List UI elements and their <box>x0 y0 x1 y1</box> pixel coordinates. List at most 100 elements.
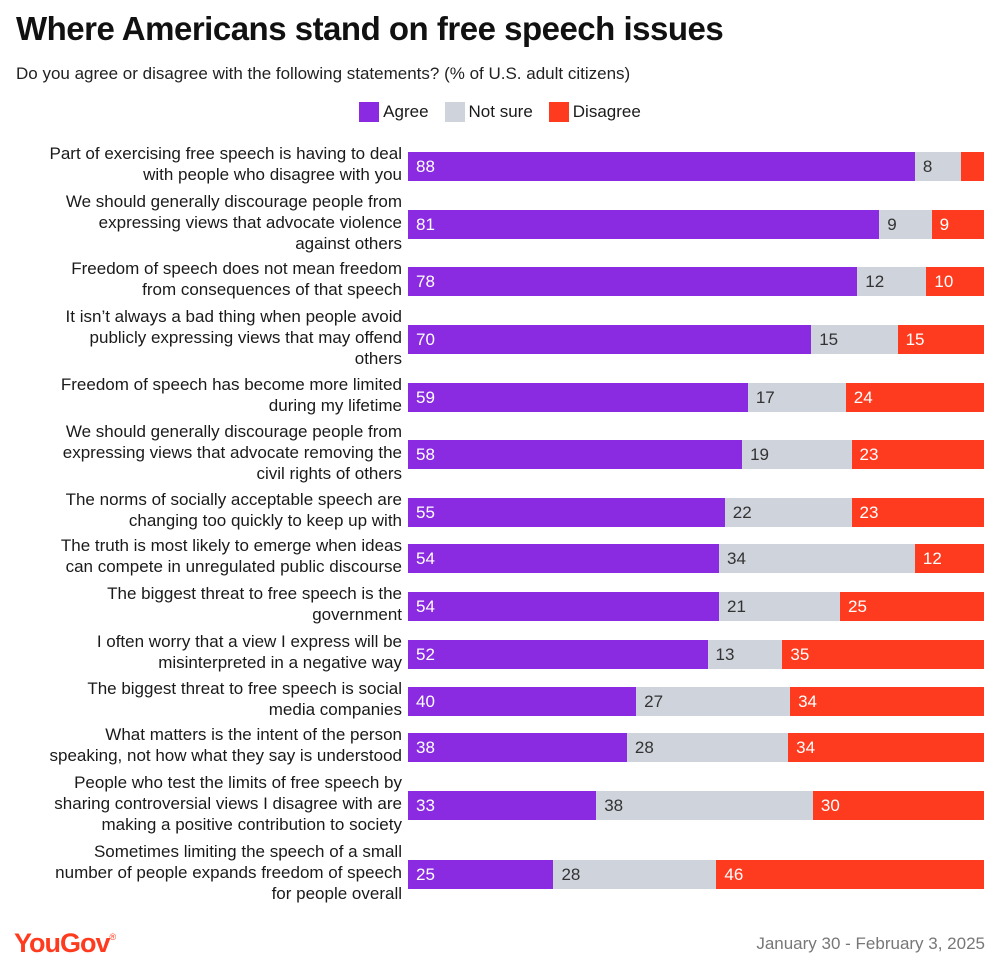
bar-row: 88 8 <box>408 151 984 181</box>
bar-row: 33 38 30 <box>408 790 984 820</box>
category-label: People who test the limits of free speec… <box>10 772 402 835</box>
value-label-disagree: 10 <box>934 271 954 291</box>
chart-title: Where Americans stand on free speech iss… <box>16 10 724 47</box>
legend-label-not-sure: Not sure <box>468 102 533 121</box>
category-label: Sometimes limiting the speech of a small… <box>10 841 402 904</box>
bar-segment-not-sure: 19 <box>742 439 852 469</box>
bar-segment-not-sure: 22 <box>724 497 852 527</box>
bar-segment-agree: 78 <box>408 266 858 296</box>
value-label-disagree: 25 <box>847 596 867 616</box>
bar-row: 58 19 23 <box>408 439 984 469</box>
value-label-not-sure: 38 <box>604 795 624 815</box>
category-label: It isn’t always a bad thing when people … <box>10 306 402 369</box>
value-label-not-sure: 34 <box>727 548 746 568</box>
bar-segment-not-sure: 8 <box>914 151 961 181</box>
bar-row: 52 13 35 <box>408 639 984 669</box>
bar-segment-not-sure: 34 <box>719 543 915 573</box>
value-label-disagree: 23 <box>859 444 879 464</box>
bar-segment-agree: 54 <box>408 591 720 621</box>
category-label: What matters is the intent of the person… <box>10 724 403 766</box>
bar-segment-not-sure: 28 <box>553 859 717 889</box>
value-label-not-sure: 28 <box>561 864 581 884</box>
bar-segment-disagree: 10 <box>926 266 984 296</box>
category-label: The biggest threat to free speech is the… <box>10 583 402 625</box>
category-label-line: The truth is most likely to emerge when … <box>60 536 402 555</box>
bar-segment-not-sure: 38 <box>596 790 813 820</box>
value-label-disagree: 12 <box>922 548 942 568</box>
category-label-line: others <box>354 348 402 368</box>
bar-segment-not-sure: 13 <box>707 639 783 669</box>
value-label-agree: 40 <box>416 691 435 711</box>
value-label-agree: 25 <box>416 864 435 884</box>
value-label-not-sure: 13 <box>715 644 735 664</box>
legend: Agree Not sure Disagree <box>0 102 1000 122</box>
category-label-line: civil rights of others <box>256 463 403 483</box>
legend-label-agree: Agree <box>383 102 429 121</box>
value-label-disagree: 35 <box>790 644 810 664</box>
bar-segment-disagree <box>960 151 984 181</box>
bar-segment-not-sure: 12 <box>857 266 927 296</box>
value-label-not-sure: 21 <box>727 596 746 616</box>
category-label-line: changing too quickly to keep up with <box>128 511 402 530</box>
category-label-line: sharing controversial views I disagree w… <box>54 793 402 813</box>
value-label-not-sure: 28 <box>634 737 654 757</box>
bar-segment-agree: 40 <box>408 686 637 716</box>
value-label-not-sure: 27 <box>644 691 664 711</box>
bar-segment-disagree: 34 <box>788 732 984 762</box>
legend-item-disagree: Disagree <box>548 102 641 122</box>
category-label: We should generally discourage people fr… <box>10 191 402 254</box>
bar-segment-agree: 25 <box>408 859 554 889</box>
category-label-line: number of people expands freedom of spee… <box>55 862 402 882</box>
value-label-not-sure: 9 <box>887 214 897 234</box>
category-label-line: misinterpreted in a negative way <box>158 653 402 672</box>
bar-segment-disagree: 34 <box>790 686 984 716</box>
bar-segment-disagree: 24 <box>845 382 984 412</box>
category-label: I often worry that a view I express will… <box>10 631 402 673</box>
category-label-line: We should generally discourage people fr… <box>65 421 402 441</box>
category-label-line: The norms of socially acceptable speech … <box>65 490 402 509</box>
value-label-agree: 33 <box>416 795 435 815</box>
value-label-agree: 52 <box>416 644 435 664</box>
legend-label-disagree: Disagree <box>572 102 641 121</box>
bar-segment-agree: 33 <box>408 790 597 820</box>
value-label-not-sure: 8 <box>922 156 933 176</box>
bar-row: 78 12 10 <box>408 266 984 296</box>
value-label-agree: 38 <box>416 737 435 757</box>
category-label-line: speaking, not how what they say is under… <box>49 746 403 765</box>
value-label-disagree: 34 <box>798 691 817 711</box>
bar-row: 54 21 25 <box>408 591 984 621</box>
category-label-line: Sometimes limiting the speech of a small <box>93 841 402 861</box>
category-label-line: for people overall <box>271 883 402 903</box>
category-label-line: with people who disagree with you <box>143 165 402 184</box>
category-label-line: We should generally discourage people fr… <box>65 191 402 211</box>
value-label-not-sure: 22 <box>732 502 752 522</box>
bar-segment-not-sure: 27 <box>636 686 791 716</box>
category-label: The biggest threat to free speech is soc… <box>10 678 402 720</box>
bar-segment-disagree: 46 <box>716 859 984 889</box>
bar-segment-agree: 88 <box>408 151 915 181</box>
bar-segment-agree: 59 <box>408 382 748 412</box>
value-label-not-sure: 17 <box>755 387 775 407</box>
bar-segment-agree: 55 <box>408 497 725 527</box>
value-label-disagree: 24 <box>853 387 873 407</box>
category-label: Freedom of speech has become more limite… <box>10 374 402 416</box>
bar-segment-agree: 70 <box>408 324 812 354</box>
bar-row: 25 28 46 <box>408 859 984 889</box>
logo-trademark: ® <box>109 932 117 942</box>
category-label-line: The biggest threat to free speech is soc… <box>87 679 402 698</box>
bar-segment-agree: 81 <box>408 209 880 239</box>
category-label-line: media companies <box>268 700 402 719</box>
bar-row: 59 17 24 <box>408 382 984 412</box>
category-label-line: government <box>312 605 402 624</box>
value-label-not-sure: 12 <box>865 271 885 291</box>
legend-item-not-sure: Not sure <box>444 102 533 122</box>
legend-swatch-not-sure <box>444 102 465 122</box>
category-label-line: It isn’t always a bad thing when people … <box>65 306 402 326</box>
chart-subtitle: Do you agree or disagree with the follow… <box>16 64 631 83</box>
value-label-disagree: 9 <box>939 214 950 234</box>
category-label-line: What matters is the intent of the person <box>105 725 402 744</box>
bar-row: 38 28 34 <box>408 732 984 762</box>
bar-segment-disagree: 23 <box>851 497 984 527</box>
legend-swatch-disagree <box>548 102 569 122</box>
category-label-line: during my lifetime <box>268 396 402 415</box>
